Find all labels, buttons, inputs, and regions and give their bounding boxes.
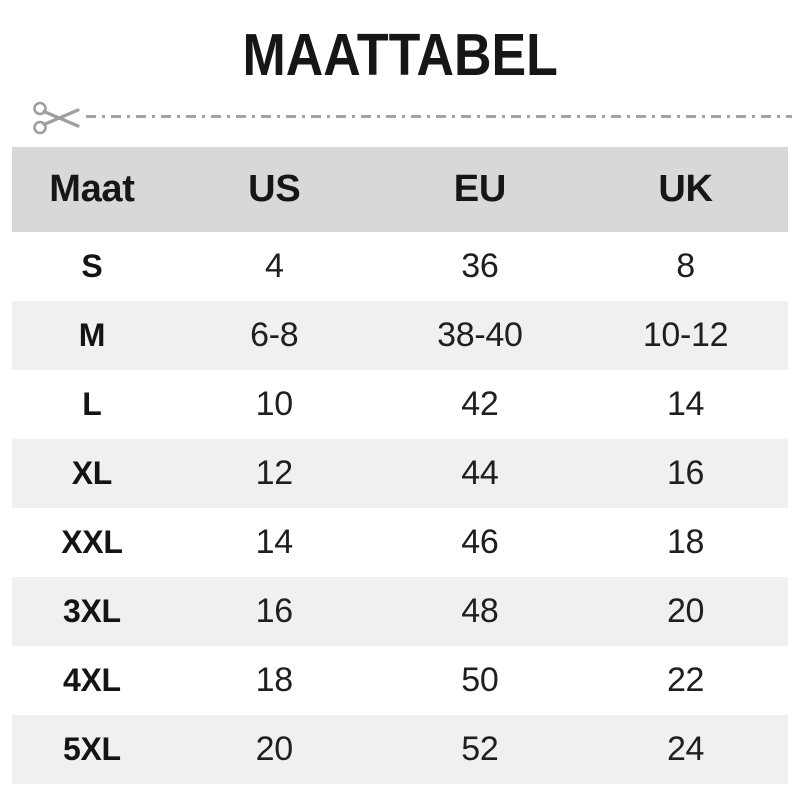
us-cell: 12: [255, 454, 294, 492]
uk-cell: 20: [666, 592, 705, 630]
size-cell: 5XL: [63, 731, 121, 767]
us-cell: 14: [255, 523, 294, 561]
table-row: L 10 42 14: [12, 370, 788, 439]
table-row: 4XL 18 50 22: [12, 646, 788, 715]
eu-cell: 50: [461, 661, 499, 699]
dashed-cut-line: [86, 115, 792, 118]
size-cell: 4XL: [63, 662, 121, 698]
eu-cell: 46: [461, 523, 499, 561]
size-cell: M: [78, 317, 106, 353]
us-cell: 20: [255, 730, 294, 768]
us-cell: 18: [255, 661, 294, 699]
page-title: MAATTABEL: [242, 22, 558, 88]
scissors-icon: [32, 100, 82, 141]
cut-here-line: [0, 98, 800, 138]
column-header-us: US: [171, 147, 377, 232]
table-header-row: Maat US EU UK: [12, 147, 788, 232]
table-row: XXL 14 46 18: [12, 508, 788, 577]
table-row: M 6-8 38-40 10-12: [12, 301, 788, 370]
size-table: Maat US EU UK S 4 36 8 M 6-8 38-40 10-12…: [12, 147, 788, 784]
page-title-wrap: MAATTABEL: [0, 24, 800, 86]
eu-cell: 48: [461, 592, 499, 630]
table-row: 5XL 20 52 24: [12, 715, 788, 784]
eu-cell: 42: [461, 385, 499, 423]
uk-cell: 24: [666, 730, 705, 768]
column-header-eu: EU: [376, 147, 584, 232]
size-cell: 3XL: [63, 593, 121, 629]
us-cell: 16: [255, 592, 294, 630]
size-cell: S: [81, 248, 103, 284]
uk-cell: 18: [666, 523, 705, 561]
us-cell: 4: [264, 247, 284, 285]
uk-cell: 22: [666, 661, 705, 699]
uk-cell: 14: [666, 385, 705, 423]
us-cell: 10: [255, 385, 294, 423]
size-cell: XXL: [61, 524, 123, 560]
table-row: 3XL 16 48 20: [12, 577, 788, 646]
size-cell: XL: [71, 455, 113, 491]
eu-cell: 36: [461, 247, 499, 285]
uk-cell: 8: [676, 247, 695, 285]
eu-cell: 44: [461, 454, 499, 492]
table-row: S 4 36 8: [12, 232, 788, 301]
size-cell: L: [82, 386, 102, 422]
eu-cell: 52: [461, 730, 499, 768]
uk-cell: 16: [666, 454, 705, 492]
column-header-maat: Maat: [12, 147, 172, 232]
eu-cell: 38-40: [437, 316, 523, 354]
column-header-uk: UK: [583, 147, 788, 232]
uk-cell: 10-12: [642, 316, 729, 354]
table-row: XL 12 44 16: [12, 439, 788, 508]
us-cell: 6-8: [250, 316, 299, 354]
